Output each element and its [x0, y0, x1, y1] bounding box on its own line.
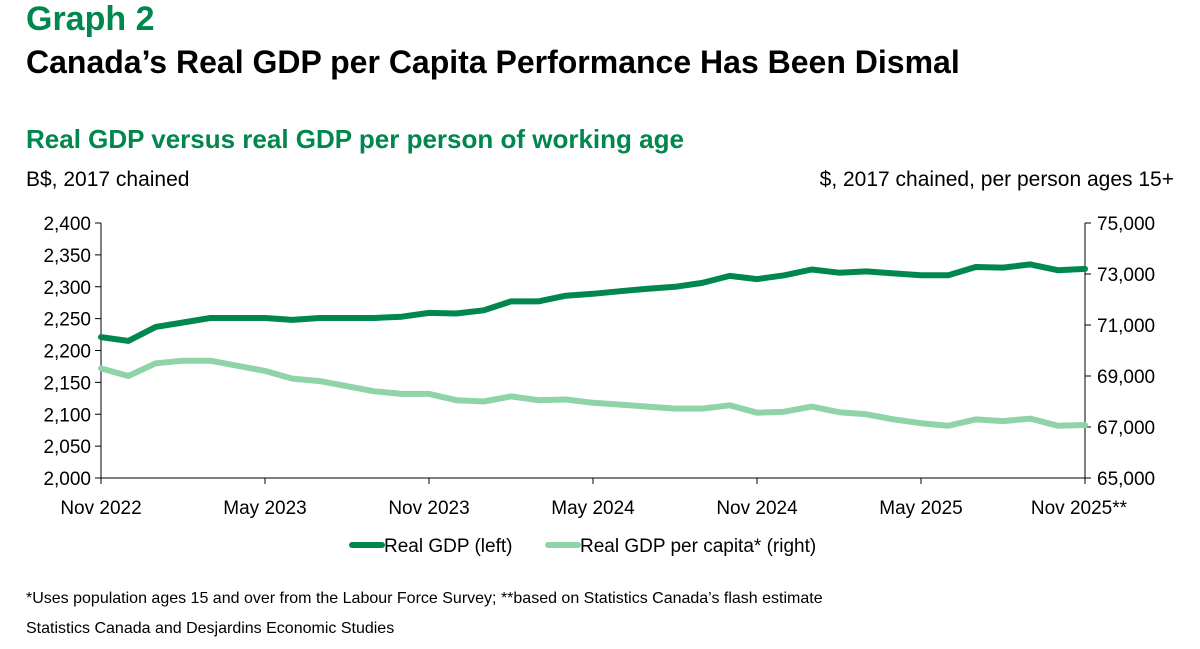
- source-note: Statistics Canada and Desjardins Economi…: [26, 620, 395, 637]
- series-line-real-gdp-per-capita: [98, 357, 1088, 429]
- left-tick-label: 2,200: [43, 342, 91, 363]
- chart-axes: 2,000 2,050 2,100 2,150 2,200 2,250 2,300 2,350…: [43, 214, 1155, 519]
- footnote: *Uses population ages 15 and over from t…: [26, 590, 823, 607]
- right-axis-unit: $, 2017 chained, per person ages 15+: [819, 168, 1174, 191]
- left-axis-unit: B$, 2017 chained: [26, 168, 190, 191]
- right-tick-label: 71,000: [1097, 316, 1155, 337]
- page-title: Canada’s Real GDP per Capita Performance…: [26, 44, 960, 80]
- right-tick-label: 75,000: [1097, 214, 1155, 235]
- left-tick-label: 2,300: [43, 278, 91, 299]
- x-tick-label: Nov 2024: [716, 498, 798, 519]
- left-tick-label: 2,100: [43, 405, 91, 426]
- x-tick-label: May 2025: [879, 498, 962, 519]
- right-tick-label: 69,000: [1097, 367, 1155, 388]
- graph-label: Graph 2: [26, 0, 155, 38]
- chart-legend: Real GDP (left) Real GDP per capita* (rig…: [349, 536, 816, 557]
- x-tick-label: Nov 2022: [60, 498, 141, 519]
- left-tick-label: 2,000: [43, 469, 91, 490]
- legend-item-real-gdp-label: Real GDP (left): [384, 536, 512, 557]
- x-tick-label: May 2023: [223, 498, 306, 519]
- left-tick-label: 2,400: [43, 214, 91, 235]
- series-line-real-gdp: [98, 261, 1088, 344]
- x-tick-label: Nov 2025**: [1031, 498, 1128, 519]
- x-tick-label: Nov 2023: [388, 498, 469, 519]
- x-tick-label: May 2024: [551, 498, 635, 519]
- right-tick-label: 73,000: [1097, 265, 1155, 286]
- right-tick-label: 67,000: [1097, 418, 1155, 439]
- left-tick-label: 2,350: [43, 246, 91, 267]
- legend-item-real-gdp-per-capita-label: Real GDP per capita* (right): [580, 536, 816, 557]
- chart-subtitle: Real GDP versus real GDP per person of w…: [26, 124, 684, 154]
- left-tick-label: 2,150: [43, 373, 91, 394]
- chart-series: [98, 261, 1088, 429]
- left-tick-label: 2,250: [43, 310, 91, 331]
- left-tick-label: 2,050: [43, 437, 91, 458]
- right-tick-label: 65,000: [1097, 469, 1155, 490]
